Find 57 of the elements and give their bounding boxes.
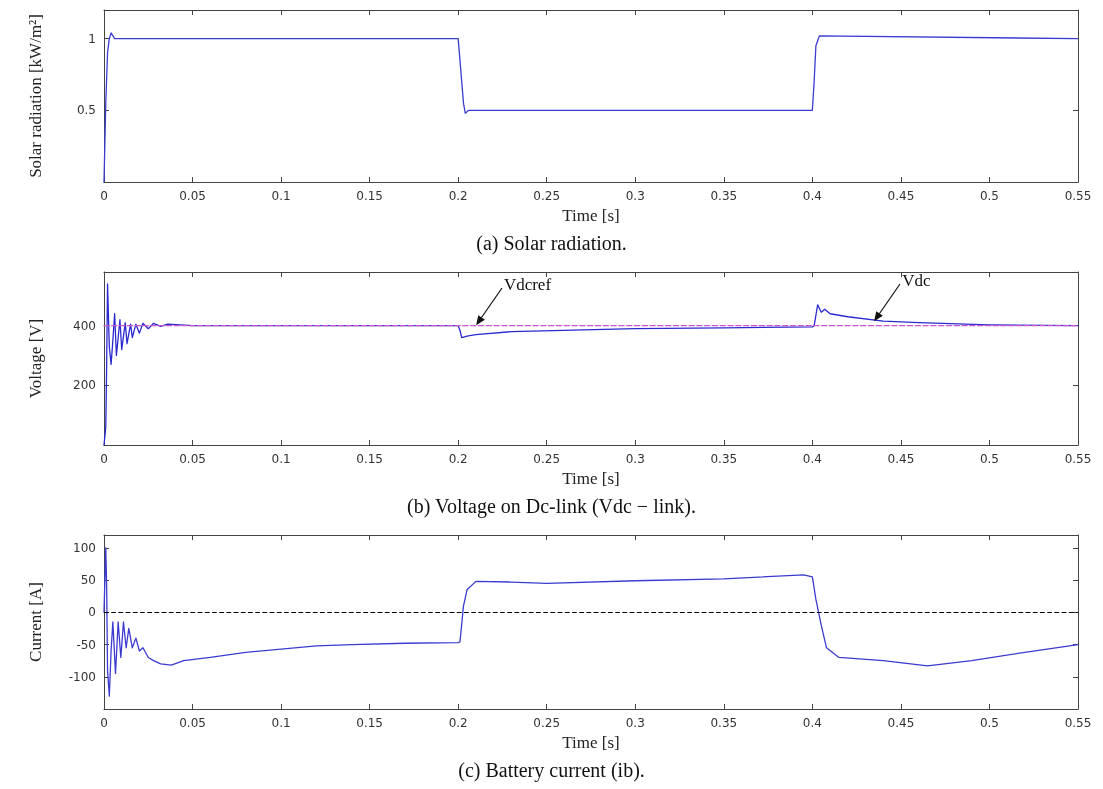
x-tick-label: 0.2 [448,716,468,730]
x-tick-label: 0 [100,189,108,203]
x-tick-label: 0.55 [1064,452,1092,466]
y-tick-label: 100 [73,540,96,555]
y-axis-title: Solar radiation [kW/m²] [26,14,45,178]
x-tick-label: 0.45 [887,716,915,730]
x-tick-label: 0.2 [448,189,468,203]
y-tick-label: -100 [68,669,96,684]
text: (c) Battery current (ib). [458,759,645,782]
y-axis-title: Current [A] [26,582,45,662]
x-tick-label: 0.1 [271,452,291,466]
x-tick-label: 0 [100,716,108,730]
x-axis-title: Time [s] [562,205,620,225]
y-tick-label: 400 [73,318,96,333]
x-tick-label: 0.45 [887,189,915,203]
x-tick-label: 0.25 [533,189,561,203]
x-tick-label: 0.55 [1064,716,1092,730]
y-tick-label: 0 [88,605,96,620]
x-tick-label: 0.15 [356,189,383,203]
x-tick-label: 0.25 [533,716,561,730]
x-tick-label: 0.55 [1064,189,1092,203]
x-tick-label: 0.4 [802,452,822,466]
x-axis-title: Time [s] [562,468,620,488]
y-tick-label: -50 [76,637,96,652]
x-tick-label: 0.05 [179,189,206,203]
x-tick-label: 0.15 [356,452,383,466]
x-tick-label: 0.3 [625,716,645,730]
x-axis-title: Time [s] [562,732,620,752]
y-tick-label: 50 [80,573,96,588]
x-tick-label: 0.05 [179,716,206,730]
x-tick-label: 0 [100,452,108,466]
x-tick-label: 0.5 [979,716,999,730]
y-tick-label: 0.5 [76,103,96,118]
x-tick-label: 0.45 [887,452,915,466]
y-tick-label: 200 [73,378,96,393]
x-tick-label: 0.4 [802,716,822,730]
text: (a) Solar radiation. [476,232,627,255]
x-tick-label: 0.05 [179,452,206,466]
x-tick-label: 0.3 [625,189,645,203]
x-tick-label: 0.15 [356,716,383,730]
x-tick-label: 0.25 [533,452,561,466]
x-tick-label: 0.4 [802,189,822,203]
y-tick-label: 1 [88,31,96,46]
x-tick-label: 0.35 [710,452,738,466]
x-tick-label: 0.3 [625,452,645,466]
x-tick-label: 0.2 [448,452,468,466]
y-axis-title: Voltage [V] [26,318,45,399]
x-tick-label: 0.1 [271,189,291,203]
line-series [103,547,1079,697]
x-tick-label: 0.35 [710,189,738,203]
x-tick-label: 0.5 [979,452,999,466]
x-tick-label: 0.35 [710,716,738,730]
x-tick-label: 0.5 [979,189,999,203]
annotation: Vdcref [503,274,552,294]
x-tick-label: 0.1 [271,716,291,730]
annotation: Vdc [902,271,932,291]
text: (b) Voltage on Dc-link (Vdc − link). [407,495,696,518]
